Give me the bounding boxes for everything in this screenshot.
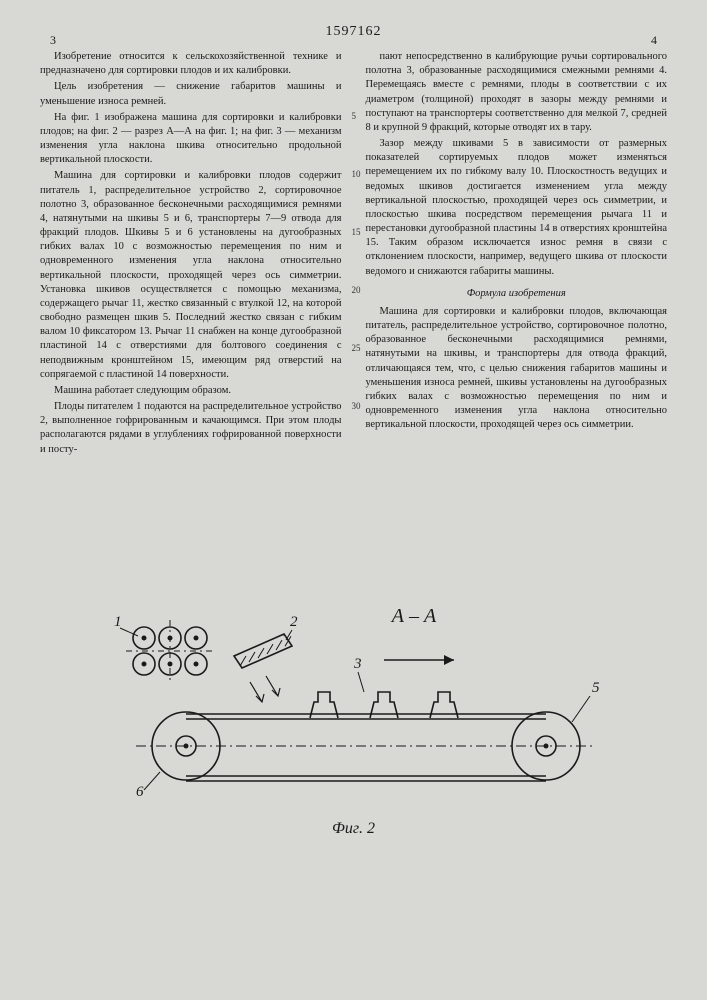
para: Машина работает следующим образом. xyxy=(40,384,342,398)
formula-title: Формула изобретения xyxy=(366,287,668,301)
line-marker: 15 xyxy=(352,226,361,238)
svg-text:3: 3 xyxy=(353,656,362,672)
para: Изобретение относится к сельскохозяйстве… xyxy=(40,50,342,78)
para: Машина для сортировки и калибровки плодо… xyxy=(40,169,342,382)
line-marker: 25 xyxy=(352,342,361,354)
line-marker: 30 xyxy=(352,400,361,412)
svg-text:1: 1 xyxy=(114,614,122,630)
column-number-right: 4 xyxy=(651,32,657,48)
para: Зазор между шкивами 5 в зависимости от р… xyxy=(366,137,668,279)
para: На фиг. 1 изображена машина для сортиров… xyxy=(40,111,342,168)
para: пают непосредственно в калибрующие ручьи… xyxy=(366,50,668,135)
text-columns: 3 Изобретение относится к сельскохозяйст… xyxy=(40,50,667,570)
para: Цель изобретения — снижение габаритов ма… xyxy=(40,80,342,108)
left-column: 3 Изобретение относится к сельскохозяйст… xyxy=(40,50,342,570)
figure-svg: А – А 1 2 3 5 6 xyxy=(94,596,614,816)
para: Плоды питателем 1 подаются на распредели… xyxy=(40,400,342,457)
figure-caption: Фиг. 2 xyxy=(40,820,667,838)
svg-text:2: 2 xyxy=(290,614,298,630)
svg-text:6: 6 xyxy=(136,784,144,800)
right-column: 4 51015202530 пают непосредственно в кал… xyxy=(366,50,668,570)
column-number-left: 3 xyxy=(50,32,56,48)
line-marker: 20 xyxy=(352,284,361,296)
line-marker: 5 xyxy=(352,110,357,122)
line-marker: 10 xyxy=(352,168,361,180)
svg-text:А – А: А – А xyxy=(389,605,436,627)
para: Машина для сортировки и калибровки плодо… xyxy=(366,305,668,433)
patent-number: 1597162 xyxy=(40,24,667,40)
figure-2: А – А 1 2 3 5 6 Фиг. 2 xyxy=(40,596,667,838)
patent-page: 1597162 3 Изобретение относится к сельск… xyxy=(0,0,707,1000)
svg-text:5: 5 xyxy=(592,680,600,696)
